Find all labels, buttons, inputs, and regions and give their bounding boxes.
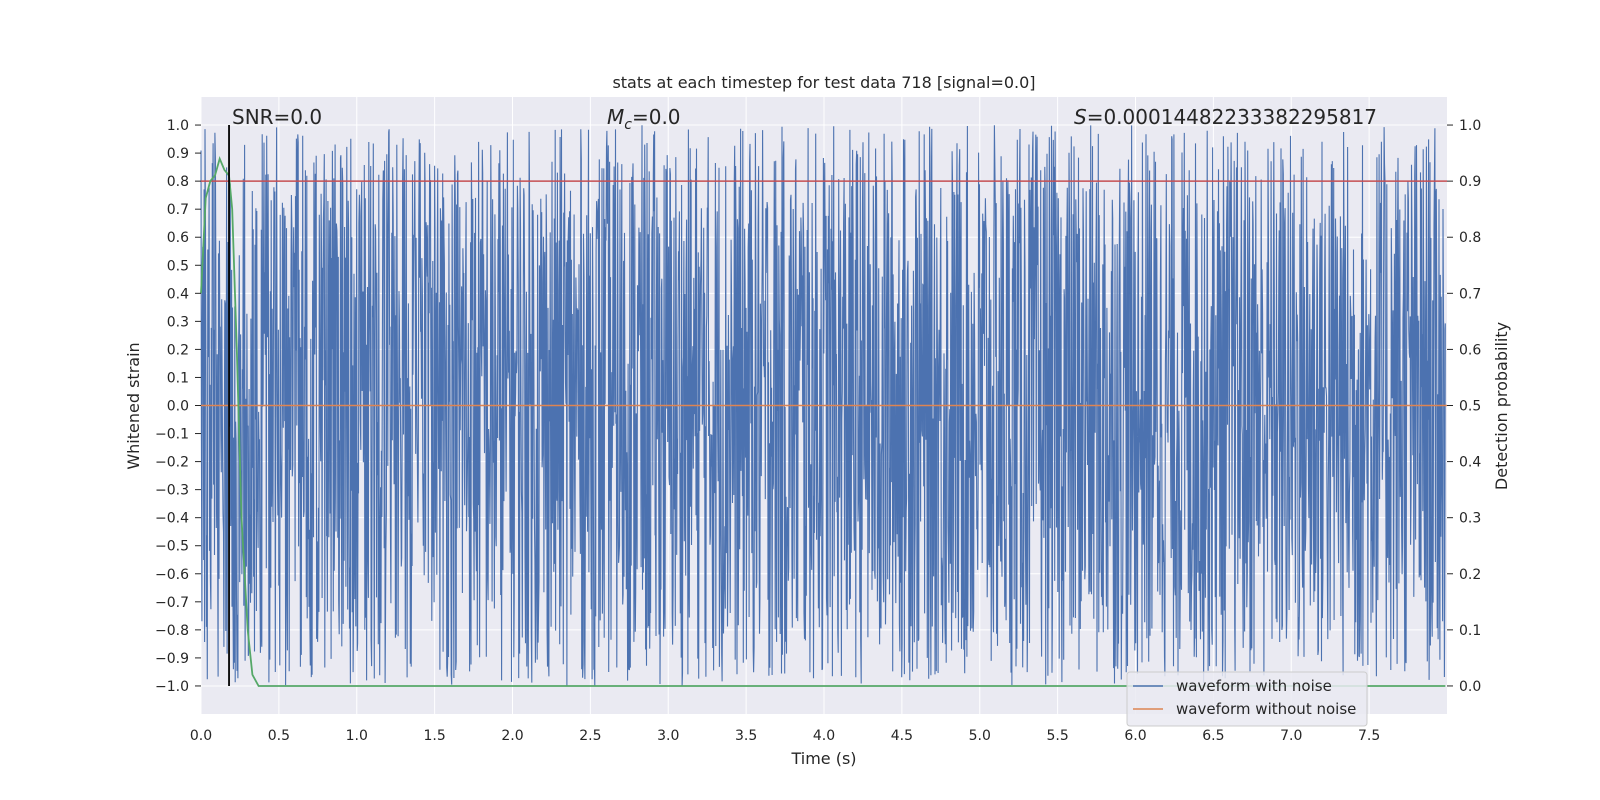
legend-box [1126,671,1368,727]
y-right-axis-label: Detection probability [1492,322,1511,490]
x-tick-label: 5.0 [969,728,991,744]
y-tick-label: 0.0 [167,399,189,415]
x-tick-label: 1.0 [346,728,368,744]
x-tick-label: 3.0 [657,728,679,744]
y-tick-label: 0.9 [167,146,189,162]
x-tick-label: 6.5 [1202,728,1224,744]
chart-title: stats at each timestep for test data 718… [612,73,1035,92]
chirp-mass-symbol: M [607,105,624,129]
y-right-tick-label: 0.9 [1459,174,1481,190]
x-tick-label: 2.5 [579,728,601,744]
x-tick-label: 7.5 [1358,728,1380,744]
x-tick-label: 5.5 [1046,728,1068,744]
y-tick-label: 0.5 [167,258,189,274]
y-right-tick-label: 0.0 [1459,679,1481,695]
x-tick-labels: 0.0 0.5 1.0 1.5 2.0 2.5 3.0 3.5 4.0 4.5 5.0 5.5 6.0 6… [190,728,1380,744]
x-tick-label: 2.0 [501,728,523,744]
x-tick-label: 0.5 [268,728,290,744]
chirp-mass-value: =0.0 [632,105,681,129]
y-tick-label: 0.1 [167,370,189,386]
x-tick-label: 6.0 [1124,728,1146,744]
legend-label-noise: waveform with noise [1176,677,1332,695]
x-tick-label: 7.0 [1280,728,1302,744]
y-tick-label: −0.1 [155,427,189,443]
y-right-tick-label: 0.1 [1459,623,1481,639]
chirp-mass-subscript: c [624,117,632,133]
y-right-tick-label: 0.2 [1459,567,1481,583]
y-tick-label: −0.4 [155,511,189,527]
s-symbol: S [1074,105,1087,129]
y-right-tick-label: 0.4 [1459,455,1481,471]
y-right-tick-label: 0.8 [1459,230,1481,246]
y-tick-label: −0.7 [155,595,189,611]
noise-trace [200,125,1446,686]
y-right-tick-label: 1.0 [1459,118,1481,134]
y-tick-label: 0.3 [167,314,189,330]
y-right-tick-label: 0.5 [1459,399,1481,415]
snr-stat: SNR=0.0 [232,105,322,129]
y-tick-label: −0.9 [155,651,189,667]
series-waveform-with-noise [200,125,1446,686]
y-tick-label: −0.8 [155,623,189,639]
chirp-mass-stat: Mc=0.0 [607,105,681,133]
y-tick-label: 0.4 [167,286,189,302]
detection-probability-line [200,155,1446,687]
y-tick-label: −0.5 [155,539,189,555]
y-tick-label: 0.6 [167,230,189,246]
s-stat: S=0.00014482233382295817 [1074,105,1377,129]
y-tick-label: −0.3 [155,483,189,499]
y-right-tick-label: 0.7 [1459,286,1481,302]
legend: waveform with noise waveform without noi… [1126,671,1368,727]
x-tick-label: 1.5 [423,728,445,744]
x-axis-label: Time (s) [790,749,856,768]
y-right-tick-label: 0.6 [1459,342,1481,358]
y-right-tick-labels: 1.0 0.9 0.8 0.7 0.6 0.5 0.4 0.3 0.2 0.1 0.0 [1447,118,1481,695]
x-tick-label: 3.5 [735,728,757,744]
legend-label-clean: waveform without noise [1176,700,1356,718]
y-tick-label: −0.6 [155,567,189,583]
y-axis-label: Whitened strain [124,342,143,469]
y-right-tick-label: 0.3 [1459,511,1481,527]
y-tick-label: 1.0 [167,118,189,134]
y-tick-label: −0.2 [155,455,189,471]
y-tick-label: 0.2 [167,342,189,358]
y-tick-label: 0.7 [167,202,189,218]
x-tick-label: 4.5 [891,728,913,744]
y-tick-labels: 1.0 0.9 0.8 0.7 0.6 0.5 0.4 0.3 0.2 0.1 0.0 −0.1 −0.… [155,118,201,695]
x-tick-label: 0.0 [190,728,212,744]
s-value: =0.00014482233382295817 [1087,105,1377,129]
y-tick-label: −1.0 [155,679,189,695]
x-tick-label: 4.0 [813,728,835,744]
y-tick-label: 0.8 [167,174,189,190]
